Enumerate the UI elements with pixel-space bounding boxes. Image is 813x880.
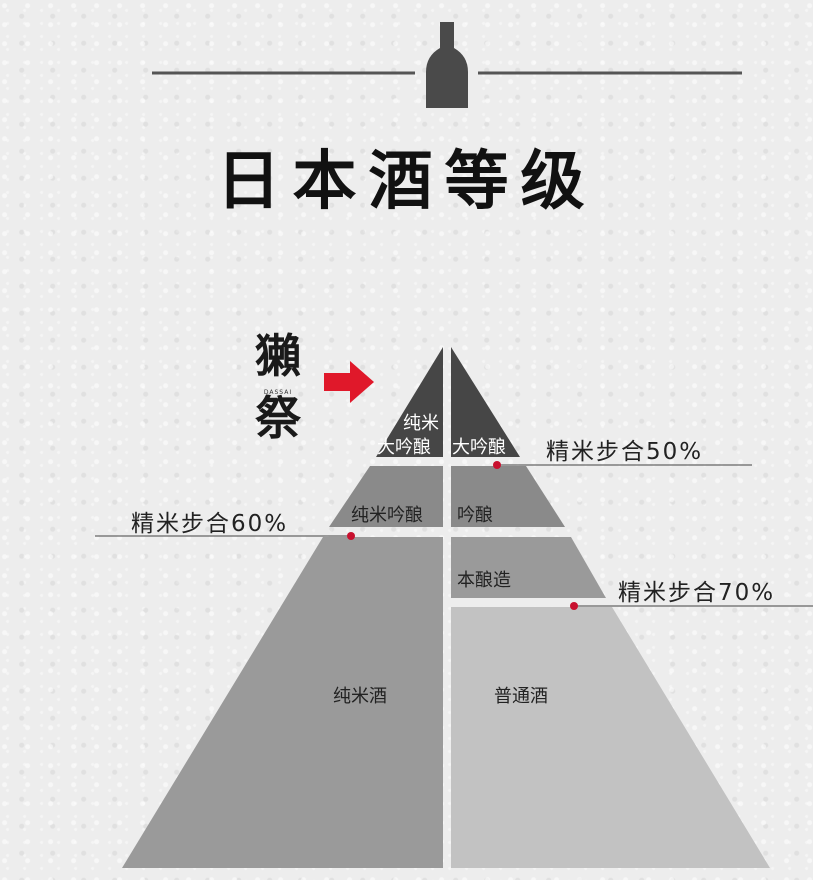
label-junmai-daiginjo-line2: 大吟酿 — [377, 437, 431, 458]
page-title: 日本酒等级 — [216, 144, 597, 219]
tier-ginjo — [451, 466, 565, 527]
label-junmai: 纯米酒 — [333, 686, 387, 707]
pointer-dot-50 — [493, 461, 501, 469]
brand-romanized: DASSAI — [264, 389, 292, 396]
sake-bottle-icon — [426, 22, 468, 108]
brand-char-1: 獺 — [255, 329, 301, 383]
brand-char-2: 祭 — [255, 391, 302, 445]
label-junmai-ginjo: 纯米吟酿 — [351, 505, 423, 526]
tier-junmai-daiginjo — [376, 347, 443, 457]
tier-daiginjo — [451, 347, 520, 457]
pointer-dot-70 — [570, 602, 578, 610]
tier-honjozo — [451, 537, 606, 598]
ratio-label-70: 精米步合70% — [618, 580, 776, 606]
tier-junmai-ginjo — [329, 466, 443, 527]
red-arrow-icon — [324, 361, 374, 403]
dassai-logo: 獺 祭 DASSAI — [255, 329, 302, 445]
label-futsu: 普通酒 — [494, 686, 548, 707]
pointer-dot-60 — [347, 532, 355, 540]
label-junmai-daiginjo-line1: 纯米 — [403, 413, 439, 434]
tier-junmai — [122, 537, 443, 868]
ratio-label-50: 精米步合50% — [546, 439, 704, 465]
label-ginjo: 吟酿 — [457, 505, 493, 526]
ratio-label-60: 精米步合60% — [131, 511, 289, 537]
tier-futsu — [451, 607, 770, 868]
label-honjozo: 本酿造 — [457, 570, 511, 591]
label-daiginjo: 大吟酿 — [452, 437, 506, 458]
